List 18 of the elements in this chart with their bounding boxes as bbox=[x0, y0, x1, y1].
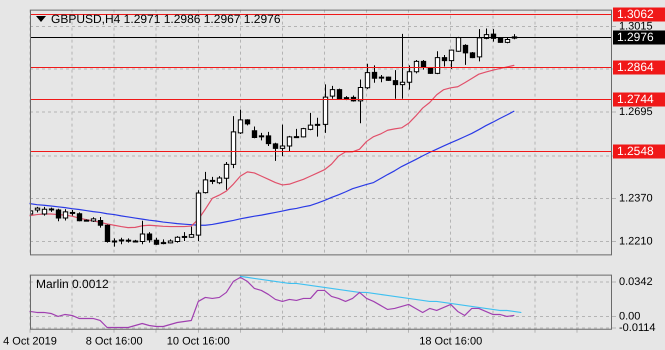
y-tick-label: 0.0342 bbox=[619, 276, 653, 288]
x-tick-label: 8 Oct 16:00 bbox=[86, 335, 143, 348]
chart-title: GBPUSD,H4 1.2971 1.2986 1.2967 1.2976 bbox=[51, 12, 280, 26]
y-tick-label: -0.0114 bbox=[619, 322, 656, 334]
y-tick-label: 0.00 bbox=[619, 310, 640, 323]
chart-title: Marlin 0.0012 bbox=[36, 277, 109, 291]
ref-line-label: 1.2864 bbox=[617, 60, 654, 74]
x-tick-label: 10 Oct 16:00 bbox=[166, 335, 230, 348]
ref-line-label: 1.2976 bbox=[617, 30, 654, 44]
x-tick-label: 4 Oct 2019 bbox=[3, 335, 57, 348]
ref-line-label: 1.3062 bbox=[617, 6, 654, 21]
y-tick-label: 1.3015 bbox=[619, 20, 653, 32]
ref-line-label: 1.2744 bbox=[617, 92, 654, 106]
y-tick-label: 1.2210 bbox=[619, 235, 653, 248]
y-tick-label: 1.2370 bbox=[619, 192, 653, 205]
x-tick-label: 18 Oct 16:00 bbox=[419, 335, 482, 348]
y-tick-label: 1.2695 bbox=[619, 106, 653, 118]
ref-line-label: 1.2548 bbox=[617, 144, 654, 158]
